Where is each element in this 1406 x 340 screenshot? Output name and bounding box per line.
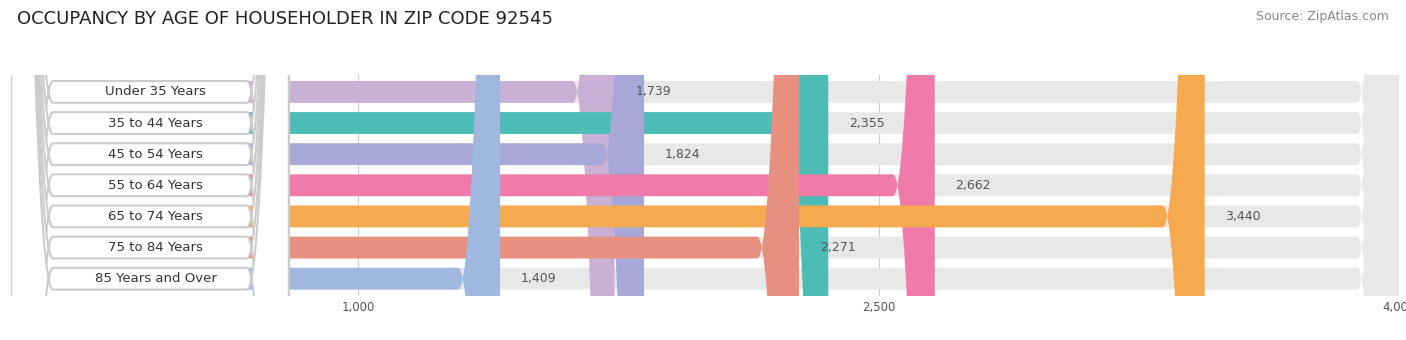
FancyBboxPatch shape	[11, 0, 935, 340]
Text: 75 to 84 Years: 75 to 84 Years	[108, 241, 202, 254]
FancyBboxPatch shape	[11, 0, 644, 340]
FancyBboxPatch shape	[11, 0, 1399, 340]
Text: 45 to 54 Years: 45 to 54 Years	[108, 148, 202, 161]
Text: 2,662: 2,662	[956, 179, 991, 192]
FancyBboxPatch shape	[11, 0, 799, 340]
Text: 2,271: 2,271	[820, 241, 856, 254]
FancyBboxPatch shape	[11, 0, 288, 340]
FancyBboxPatch shape	[11, 0, 501, 340]
Text: 55 to 64 Years: 55 to 64 Years	[108, 179, 202, 192]
FancyBboxPatch shape	[11, 0, 1399, 340]
Text: OCCUPANCY BY AGE OF HOUSEHOLDER IN ZIP CODE 92545: OCCUPANCY BY AGE OF HOUSEHOLDER IN ZIP C…	[17, 10, 553, 28]
Text: 35 to 44 Years: 35 to 44 Years	[108, 117, 202, 130]
FancyBboxPatch shape	[11, 0, 1399, 340]
Text: Under 35 Years: Under 35 Years	[105, 85, 207, 98]
FancyBboxPatch shape	[11, 0, 288, 340]
FancyBboxPatch shape	[11, 0, 1399, 340]
Text: Source: ZipAtlas.com: Source: ZipAtlas.com	[1256, 10, 1389, 23]
Text: 1,409: 1,409	[520, 272, 557, 285]
FancyBboxPatch shape	[11, 0, 288, 340]
Text: 2,355: 2,355	[849, 117, 884, 130]
Text: 65 to 74 Years: 65 to 74 Years	[108, 210, 202, 223]
Text: 1,739: 1,739	[636, 85, 671, 98]
Text: 85 Years and Over: 85 Years and Over	[94, 272, 217, 285]
FancyBboxPatch shape	[11, 0, 1399, 340]
FancyBboxPatch shape	[11, 0, 1205, 340]
FancyBboxPatch shape	[11, 0, 614, 340]
FancyBboxPatch shape	[11, 0, 288, 340]
FancyBboxPatch shape	[11, 0, 288, 340]
Text: 1,824: 1,824	[665, 148, 700, 161]
FancyBboxPatch shape	[11, 0, 288, 340]
FancyBboxPatch shape	[11, 0, 1399, 340]
FancyBboxPatch shape	[11, 0, 828, 340]
FancyBboxPatch shape	[11, 0, 288, 340]
Text: 3,440: 3,440	[1226, 210, 1261, 223]
FancyBboxPatch shape	[11, 0, 1399, 340]
